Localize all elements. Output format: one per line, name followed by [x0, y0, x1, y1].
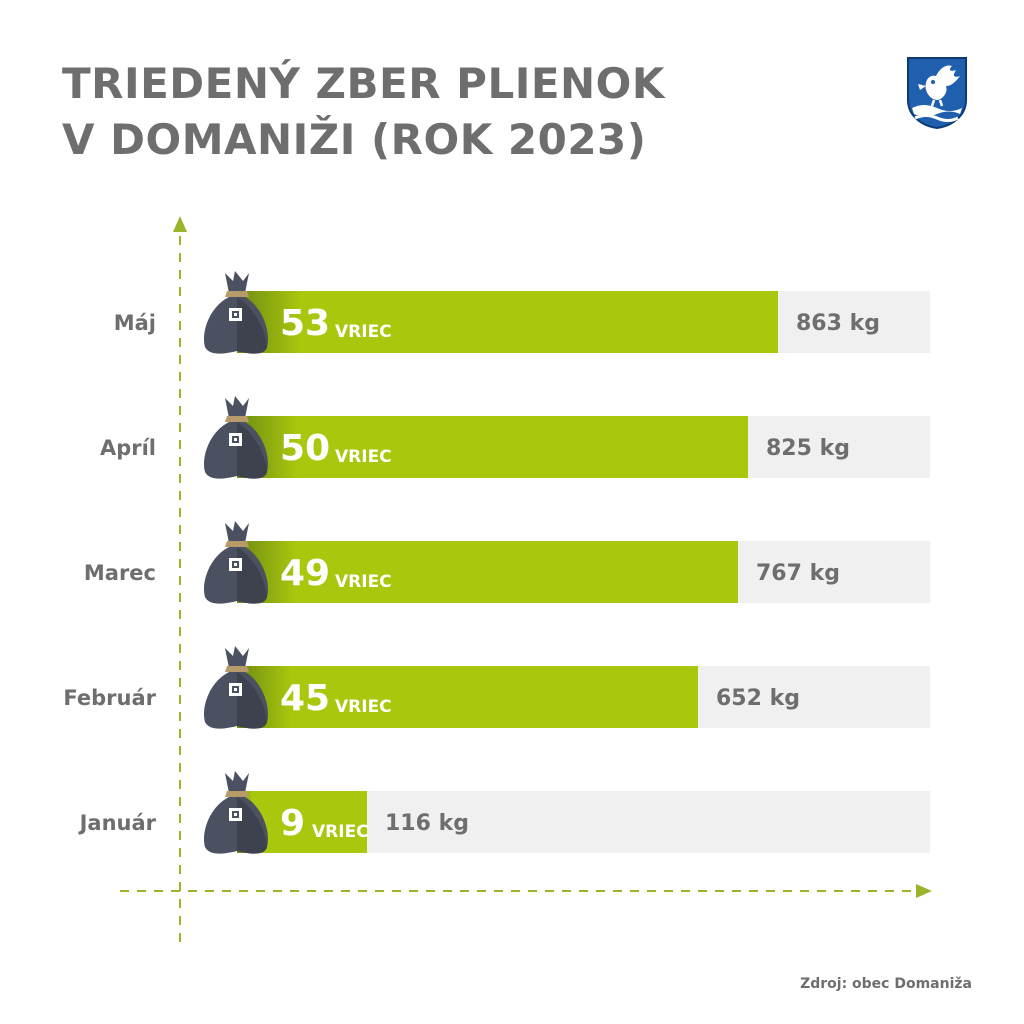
title-line-2: V DOMANIŽI (ROK 2023)	[62, 115, 647, 164]
weight-label: 116 kg	[385, 811, 469, 836]
crest-icon	[907, 57, 967, 130]
y-axis	[173, 216, 187, 942]
bag-unit-label: VRIEC	[335, 322, 392, 342]
bar	[237, 541, 738, 603]
category-label: Február	[63, 686, 156, 710]
bag-count-label: 9	[280, 803, 305, 844]
bar	[237, 666, 698, 728]
bar-row: Máj 53 VRIEC 863 kg	[114, 271, 930, 354]
weight-label: 767 kg	[756, 561, 840, 586]
bar-row: Február 45 VRIEC 652 kg	[63, 646, 930, 729]
weight-label: 652 kg	[716, 686, 800, 711]
bag-icon	[204, 521, 269, 604]
category-label: Január	[78, 811, 157, 835]
bag-unit-label: VRIEC	[312, 822, 369, 842]
bag-icon	[204, 646, 269, 729]
weight-label: 825 kg	[766, 436, 850, 461]
bar	[237, 416, 748, 478]
category-label: Máj	[114, 311, 156, 335]
bar-row: Marec 49 VRIEC 767 kg	[84, 521, 930, 604]
bag-count-label: 50	[280, 428, 330, 469]
bar-row: Január 9 VRIEC 116 kg	[78, 771, 930, 854]
bag-icon	[204, 396, 269, 479]
bag-unit-label: VRIEC	[335, 697, 392, 717]
bar	[237, 291, 778, 353]
weight-label: 863 kg	[796, 311, 880, 336]
title-line-1: TRIEDENÝ ZBER PLIENOK	[62, 59, 665, 108]
bag-count-label: 53	[280, 303, 330, 344]
bar-row: Apríl 50 VRIEC 825 kg	[100, 396, 930, 479]
bag-count-label: 45	[280, 678, 330, 719]
category-label: Marec	[84, 561, 156, 585]
page-title: TRIEDENÝ ZBER PLIENOK V DOMANIŽI (ROK 20…	[62, 56, 665, 168]
bag-unit-label: VRIEC	[335, 447, 392, 467]
bag-count-label: 49	[280, 553, 330, 594]
x-axis	[120, 884, 932, 898]
source-note: Zdroj: obec Domaniža	[800, 976, 972, 992]
bag-icon	[204, 771, 269, 854]
category-label: Apríl	[100, 436, 156, 460]
bag-unit-label: VRIEC	[335, 572, 392, 592]
bag-icon	[204, 271, 269, 354]
